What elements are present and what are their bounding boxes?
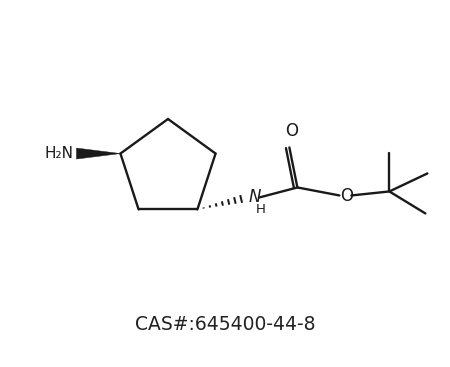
Polygon shape [76,148,121,159]
Text: H: H [256,203,265,217]
Text: O: O [285,123,298,141]
Text: H₂N: H₂N [45,146,73,161]
Text: CAS#:645400-44-8: CAS#:645400-44-8 [135,316,315,334]
Text: N: N [248,188,261,207]
Text: O: O [340,188,353,206]
